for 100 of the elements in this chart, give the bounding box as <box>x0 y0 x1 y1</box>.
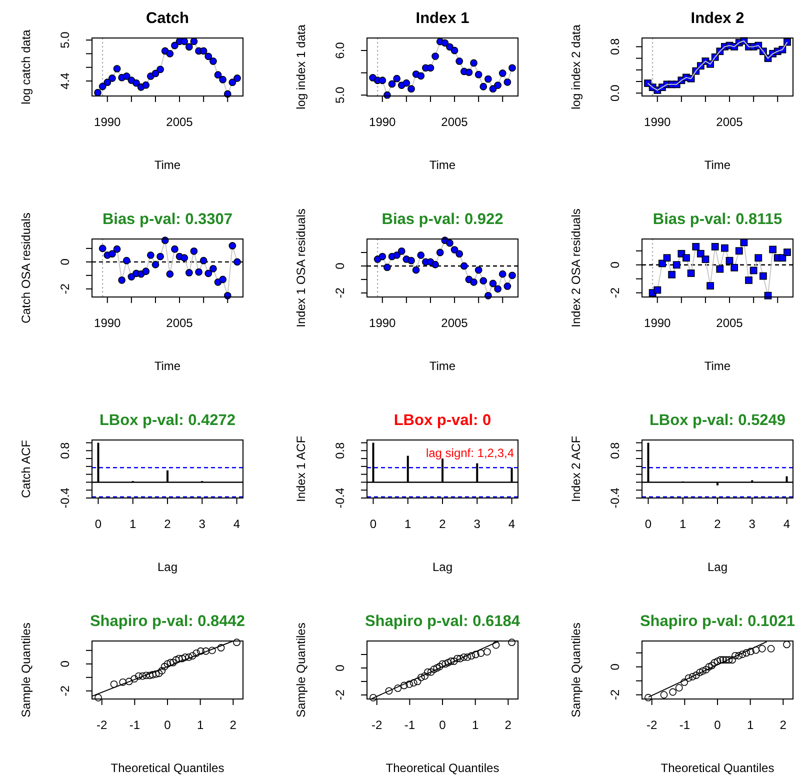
point <box>98 244 106 252</box>
point <box>726 256 734 264</box>
x-axis-title: Time <box>429 158 456 172</box>
x-axis-title: Time <box>154 158 181 172</box>
point <box>209 58 217 65</box>
x-tick-label: 1990 <box>94 316 122 330</box>
x-tick-label: 4 <box>233 517 240 531</box>
point <box>454 654 461 662</box>
x-tick-label: 2 <box>504 718 512 732</box>
x-tick-label: 1 <box>130 517 137 531</box>
point <box>474 70 482 78</box>
x-tick-label: -1 <box>679 718 690 732</box>
point <box>427 668 435 676</box>
x-tick-label: 2005 <box>441 115 468 129</box>
chart-title: Bias p-val: 0.8115 <box>652 211 782 228</box>
point <box>783 640 790 648</box>
point <box>166 658 174 666</box>
x-tick-label: 2005 <box>166 316 194 330</box>
y-tick-label: -0.4 <box>333 487 347 508</box>
y-tick-label: -2 <box>608 287 622 298</box>
point <box>470 278 478 286</box>
y-tick-label: -2 <box>333 689 347 700</box>
x-tick-label: 2005 <box>166 115 194 129</box>
y-tick-label: 0 <box>58 660 72 668</box>
x-tick-label: 1 <box>404 517 412 531</box>
y-axis-title: log index 2 data <box>569 24 583 110</box>
point <box>130 675 138 682</box>
point <box>446 43 454 51</box>
point <box>178 654 186 662</box>
y-axis-title: Sample Quantiles <box>569 622 583 718</box>
point <box>412 266 420 274</box>
x-tick-label: 3 <box>748 517 756 531</box>
x-tick-label: 4 <box>783 517 790 531</box>
x-tick-label: 2 <box>439 517 446 531</box>
point <box>228 242 236 250</box>
point <box>228 78 236 86</box>
point <box>436 248 444 256</box>
point <box>385 687 393 695</box>
y-axis-title: Sample Quantiles <box>19 622 33 718</box>
y-tick-label: 0.8 <box>58 442 72 459</box>
point <box>432 52 439 60</box>
point <box>175 654 183 662</box>
point <box>393 74 401 82</box>
point <box>98 82 106 90</box>
x-tick-label: 1990 <box>369 316 396 330</box>
x-tick-label: 1 <box>746 718 754 732</box>
point <box>214 71 222 79</box>
point <box>208 646 216 654</box>
y-tick-label: 0 <box>608 261 622 268</box>
point <box>152 260 160 268</box>
point <box>158 666 166 674</box>
point <box>735 652 743 660</box>
y-tick-label: -0.4 <box>58 487 72 508</box>
point <box>480 82 488 90</box>
point <box>692 672 700 679</box>
point <box>394 684 402 692</box>
chart-title: Bias p-val: 0.922 <box>382 211 504 228</box>
point <box>204 270 212 278</box>
point <box>132 79 140 87</box>
point <box>504 282 512 290</box>
x-tick-label: 0 <box>94 517 102 531</box>
point <box>406 680 414 688</box>
point <box>378 76 386 84</box>
point <box>146 672 154 680</box>
point <box>660 691 668 699</box>
point <box>705 663 713 671</box>
x-axis-title: Time <box>429 359 456 373</box>
y-axis-title: Index 1 OSA residuals <box>294 208 308 328</box>
point <box>672 261 680 269</box>
point <box>465 68 473 76</box>
point <box>110 680 118 688</box>
point <box>450 246 458 254</box>
chart-title: Catch <box>146 10 190 27</box>
point <box>196 647 204 655</box>
point <box>169 658 177 666</box>
point <box>155 670 163 678</box>
chart-title: Index 1 <box>416 10 470 27</box>
x-tick-label: -1 <box>129 718 140 732</box>
point <box>732 652 739 660</box>
point <box>719 656 727 664</box>
point <box>494 82 502 89</box>
annotation: lag signf: 1,2,3,4 <box>426 446 514 460</box>
point <box>740 238 748 246</box>
point <box>680 678 688 686</box>
point <box>504 78 512 86</box>
y-tick-label: -0.4 <box>608 487 622 508</box>
y-tick-label: 5.0 <box>333 86 347 104</box>
point <box>442 660 450 668</box>
point <box>456 250 464 258</box>
point <box>424 668 432 676</box>
point <box>438 660 446 668</box>
point <box>675 684 683 692</box>
point <box>725 656 733 664</box>
y-tick-label: -2 <box>333 287 347 298</box>
x-tick-label: -2 <box>372 718 383 732</box>
point <box>483 648 491 656</box>
point <box>185 653 193 661</box>
point <box>742 649 750 657</box>
point <box>477 649 485 657</box>
point <box>759 272 767 280</box>
